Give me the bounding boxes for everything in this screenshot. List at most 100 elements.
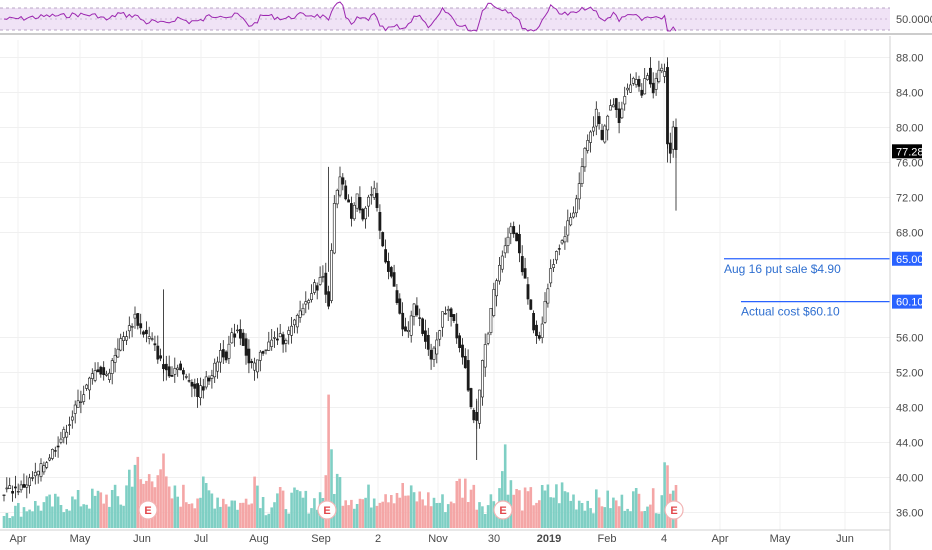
volume-bar [512, 494, 515, 528]
volume-bar [222, 498, 225, 528]
earnings-marker[interactable]: E [664, 500, 684, 520]
candle-body [398, 298, 402, 314]
volume-bar [637, 493, 641, 528]
volume-bar [518, 490, 521, 528]
candle [335, 188, 339, 209]
rsi-line [3, 1, 677, 32]
volume-bar [59, 505, 63, 528]
price-tick-label: 56.00 [896, 333, 924, 345]
volume-bar [603, 507, 607, 528]
candle-body [312, 282, 316, 293]
candle [654, 72, 658, 96]
candle [236, 324, 239, 334]
volume-bar [31, 511, 34, 528]
volume-bar [466, 502, 470, 528]
earnings-marker[interactable]: E [493, 500, 513, 520]
candle-body [452, 314, 456, 321]
time-tick-label: Nov [428, 533, 448, 545]
earnings-marker[interactable]: E [317, 500, 337, 520]
volume-bar [421, 499, 424, 528]
candle-body [204, 376, 208, 388]
volume-bar [586, 500, 589, 528]
candle-body [22, 483, 26, 488]
candle [233, 323, 237, 347]
candle [142, 330, 145, 338]
volume-bar [623, 510, 627, 528]
volume-bar [213, 508, 216, 528]
candle [56, 436, 60, 458]
candle [629, 73, 632, 93]
candle-body [438, 330, 442, 340]
candle-body [290, 325, 294, 336]
volume-bar [36, 505, 40, 528]
volume-bar [139, 479, 142, 528]
volume-bar [224, 504, 228, 528]
volume-bar [276, 493, 279, 528]
volume-bar [538, 500, 541, 528]
candle [466, 349, 470, 392]
volume-bar [73, 499, 77, 528]
candle [258, 350, 262, 372]
candle [281, 331, 285, 353]
candle-body [591, 126, 595, 132]
candle [563, 226, 567, 250]
candle [278, 324, 282, 338]
volume-bar [167, 486, 171, 528]
candle-body [574, 198, 578, 214]
earnings-circle [493, 500, 513, 520]
candle-body [401, 312, 405, 330]
candle-body [48, 457, 52, 461]
candle [25, 475, 29, 499]
candle [372, 180, 376, 200]
candle [609, 99, 612, 111]
price-tick-label: 84.00 [896, 88, 924, 100]
volume-bar [580, 503, 584, 528]
volume-bar [287, 513, 291, 528]
candle-body [338, 176, 342, 196]
candle [566, 209, 570, 243]
price-tick-label: 76.00 [896, 158, 924, 170]
candle-body [119, 338, 123, 351]
candle-body [537, 335, 541, 339]
candle [435, 332, 439, 364]
candle-body [56, 445, 60, 448]
candle-body [648, 67, 652, 85]
candle [375, 182, 379, 212]
candle-body [455, 323, 459, 339]
candle [381, 231, 385, 248]
volume-bar [481, 506, 484, 528]
volume-bar [273, 502, 276, 528]
candle [614, 97, 618, 118]
rsi-pane: 50.0000 [0, 1, 932, 35]
volume-bar [62, 512, 66, 528]
candle-body [19, 484, 23, 491]
volume-bar [327, 394, 330, 528]
volume-bar [634, 488, 638, 528]
volume-bar [412, 492, 416, 528]
candle-body [572, 212, 575, 218]
candle-body [640, 89, 644, 96]
candle [441, 311, 444, 337]
candle-body [50, 448, 54, 459]
candle [668, 132, 672, 164]
candle [273, 331, 276, 348]
earnings-marker[interactable]: E [138, 500, 158, 520]
volume-bar [449, 501, 453, 528]
volume-bar [110, 490, 114, 528]
volume-bar [358, 498, 362, 528]
volume-bar [600, 506, 604, 528]
price-candles [2, 57, 678, 502]
volume-bar [315, 509, 319, 528]
candle [28, 473, 32, 494]
candle-body [589, 131, 593, 143]
volume-bar [614, 500, 618, 528]
volume-bar [384, 494, 387, 528]
volume-bar [486, 505, 490, 528]
candle [298, 300, 302, 323]
candle-body [273, 337, 276, 339]
candle-body [523, 268, 527, 279]
candle-body [207, 377, 211, 382]
earnings-label: E [323, 505, 330, 517]
volume-bar [176, 496, 179, 528]
candle-body [176, 367, 180, 371]
